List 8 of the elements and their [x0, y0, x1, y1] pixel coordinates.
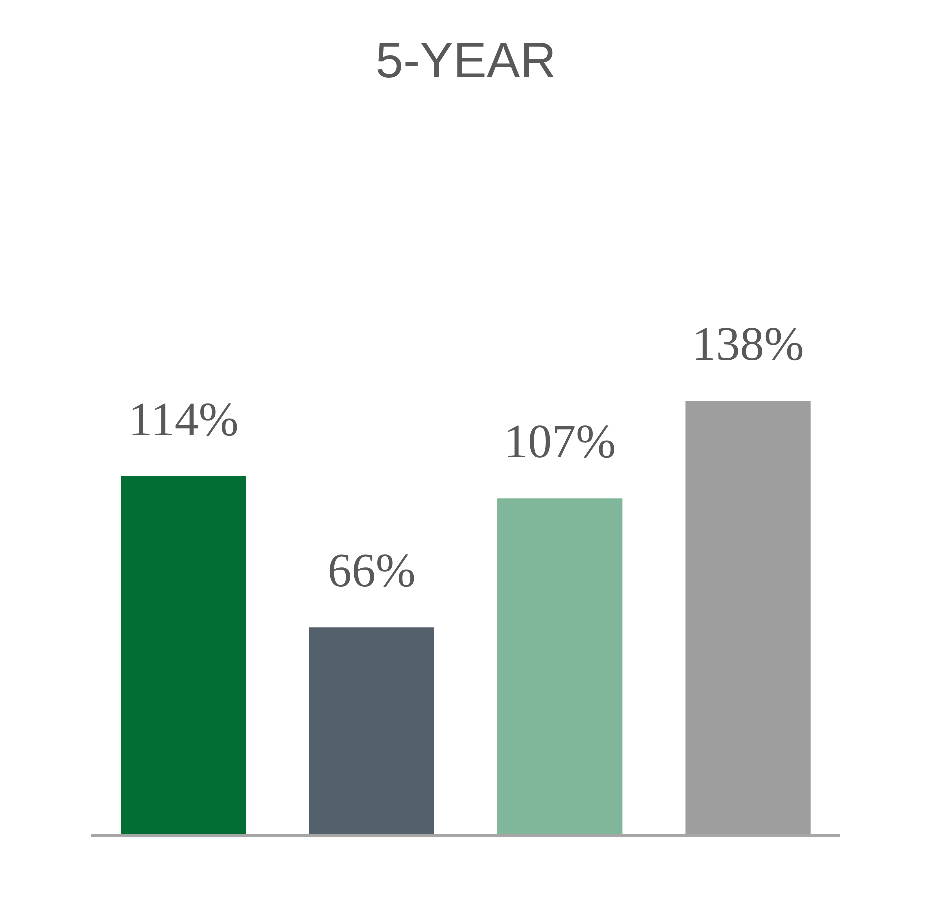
chart-title: 5-YEAR [376, 32, 556, 88]
data-label: 107% [504, 416, 616, 469]
data-label: 66% [328, 544, 416, 598]
data-label: 138% [692, 318, 804, 371]
data-label: 114% [128, 394, 239, 447]
bar [498, 498, 623, 836]
bar [309, 628, 434, 836]
bar [121, 476, 246, 836]
